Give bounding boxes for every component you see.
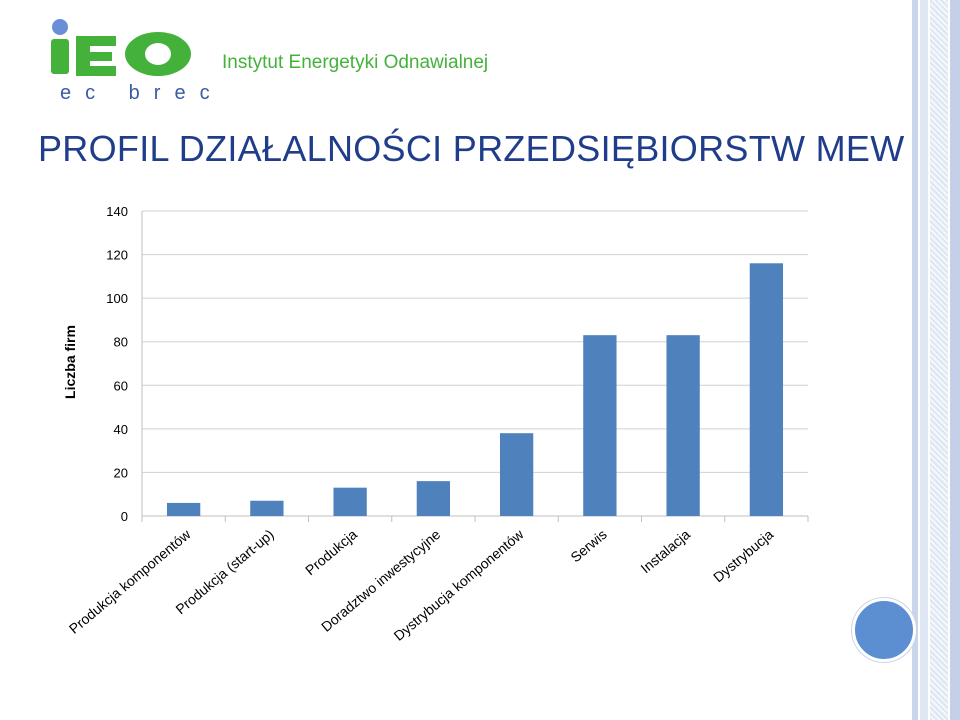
bar xyxy=(749,263,784,516)
y-tick-label: 100 xyxy=(106,291,128,306)
x-tick-label: Dystrybucja xyxy=(710,526,776,585)
bar xyxy=(166,502,201,516)
x-tick-label: Dystrybucja komponentów xyxy=(390,525,527,643)
bar xyxy=(583,335,617,516)
decor-stripe xyxy=(912,0,918,720)
ieo-logo-mark xyxy=(51,19,191,76)
y-tick-label: 120 xyxy=(106,248,128,263)
bar xyxy=(333,487,367,516)
bar xyxy=(250,500,284,516)
decor-stripe xyxy=(920,0,928,720)
y-tick-label: 80 xyxy=(114,335,128,350)
decor-stripe xyxy=(950,0,960,720)
x-tick-label: Produkcja xyxy=(302,526,360,578)
x-tick-label: Serwis xyxy=(567,526,609,565)
decor-circle xyxy=(852,598,916,662)
decor-stripe xyxy=(930,0,948,720)
org-name: Instytut Energetyki Odnawialnej xyxy=(222,52,489,73)
bar xyxy=(666,335,700,516)
bar-chart: 0 20 40 60 80 100 120 140 Produkcja komponentów P… xyxy=(66,204,809,644)
bar xyxy=(416,481,451,516)
y-tick-label: 140 xyxy=(106,204,128,219)
y-tick-label: 0 xyxy=(121,509,128,524)
x-tick-label: Instalacja xyxy=(637,526,693,576)
x-tick-label: Produkcja komponentów xyxy=(66,525,194,636)
page-title: PROFIL DZIAŁALNOŚCI PRZEDSIĘBIORSTW MEW xyxy=(38,128,905,169)
logo-subtitle: ec brec xyxy=(60,82,224,104)
y-tick-label: 20 xyxy=(114,465,128,480)
y-tick-label: 40 xyxy=(114,422,128,437)
y-tick-label: 60 xyxy=(114,378,128,393)
bar xyxy=(499,433,534,516)
